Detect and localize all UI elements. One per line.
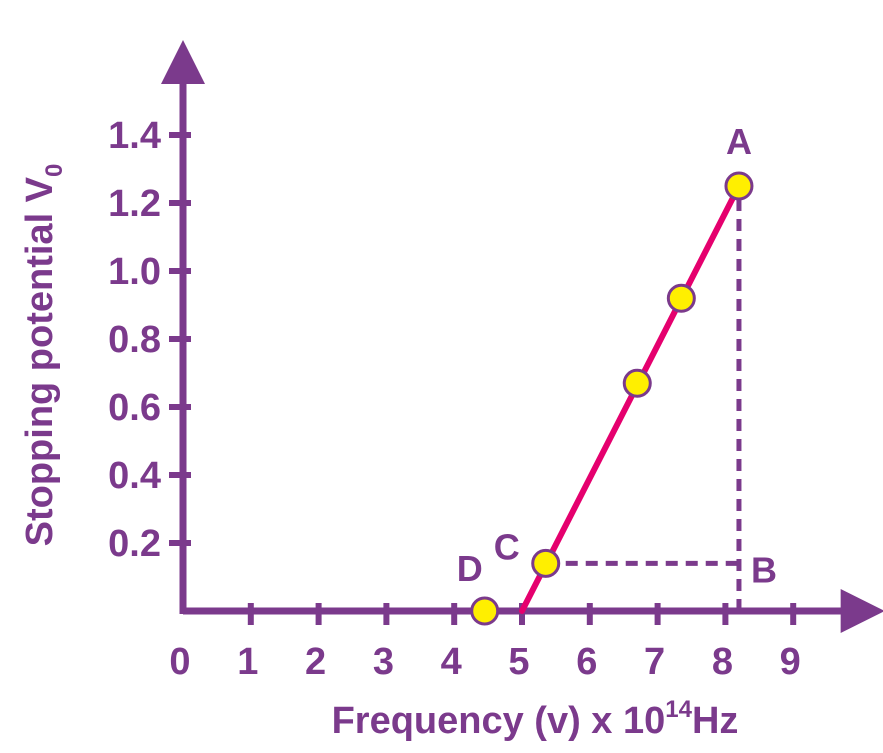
data-point-2: [531, 548, 561, 578]
y-axis-arrowhead: [161, 40, 205, 84]
point-label-c: C: [494, 526, 520, 567]
ticks: 0 1 2 3 4 5 6 7 8 9 0.2 0.4 0.6 0.8 1.0 1.2 1.4: [108, 115, 801, 683]
y-tick-label-0.2: 0.2: [108, 523, 161, 565]
y-axis-title: Stopping potential V0: [19, 164, 68, 547]
fit-line-layer: [519, 183, 742, 614]
y-axis-title-subscript: 0: [41, 164, 68, 177]
x-tick-label-4: 4: [441, 641, 462, 683]
x-axis-title-unit: Hz: [692, 700, 738, 742]
dashed-guides: [545, 186, 742, 611]
data-point-3: [622, 368, 652, 398]
fit-line: [519, 183, 742, 614]
y-tick-label-1: 1.0: [108, 251, 161, 293]
point-label-a: A: [726, 121, 752, 162]
x-tick-label-3: 3: [373, 641, 394, 683]
point-label-d: D: [457, 548, 483, 589]
data-point-1: [470, 596, 500, 626]
x-axis-title-main: Frequency (v) x 10: [332, 700, 666, 742]
y-axis-title-main: Stopping potential V: [19, 176, 61, 546]
y-tick-label-0.4: 0.4: [108, 455, 161, 497]
x-tick-label-1: 1: [237, 641, 258, 683]
y-tick-label-0.8: 0.8: [108, 319, 161, 361]
data-point-4: [666, 283, 696, 313]
data-point-5: [724, 171, 754, 201]
y-tick-label-0.6: 0.6: [108, 387, 161, 429]
x-tick-label-6: 6: [576, 641, 597, 683]
axes: [161, 40, 883, 633]
x-tick-label-7: 7: [644, 641, 665, 683]
x-axis-arrowhead: [840, 589, 883, 633]
annotation-label-b: B: [751, 549, 777, 590]
x-tick-label-9: 9: [780, 641, 801, 683]
data-points: [470, 171, 754, 626]
x-tick-label-8: 8: [712, 641, 733, 683]
labels: DC A B: [457, 121, 777, 590]
x-tick-label-5: 5: [508, 641, 529, 683]
y-tick-label-1.4: 1.4: [108, 115, 161, 157]
x-tick-label-0: 0: [169, 641, 190, 683]
x-tick-label-2: 2: [305, 641, 326, 683]
x-axis-title: Frequency (v) x 1014Hz: [332, 696, 739, 742]
y-tick-label-1.2: 1.2: [108, 183, 161, 225]
x-axis-title-superscript: 14: [665, 696, 692, 723]
